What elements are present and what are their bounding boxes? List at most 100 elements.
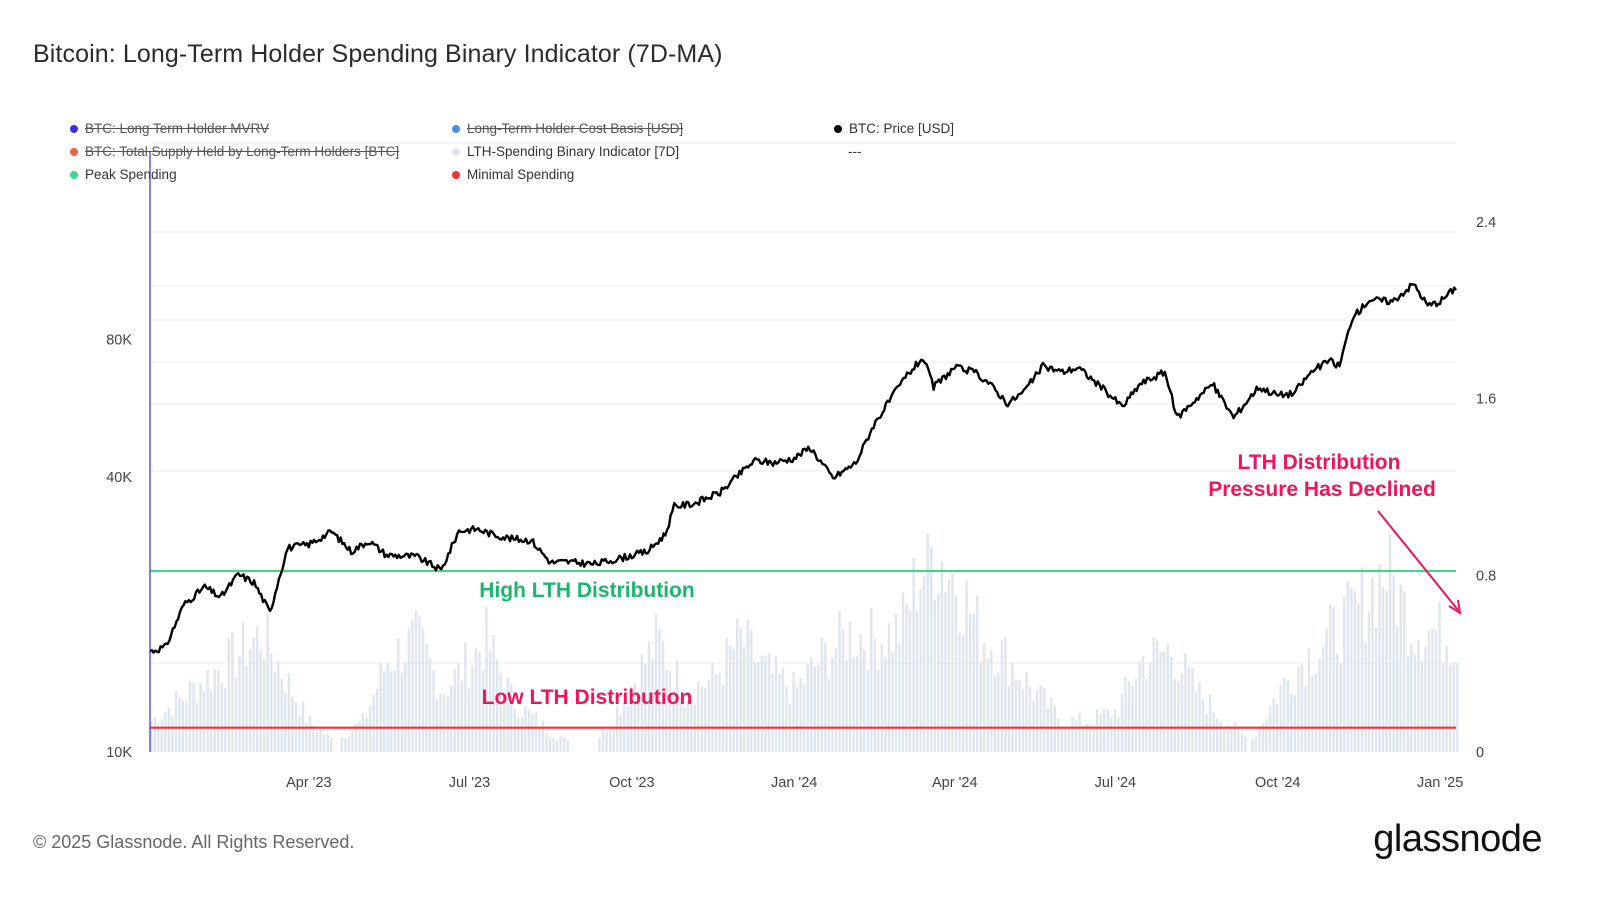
indicator-bar	[1074, 719, 1078, 752]
indicator-bar	[319, 729, 322, 752]
indicator-bar	[1085, 724, 1088, 752]
indicator-bar	[1420, 660, 1424, 752]
indicator-bar	[983, 643, 986, 752]
annotation-arrow	[1377, 510, 1459, 611]
indicator-bar	[810, 657, 813, 752]
indicator-bar	[1039, 685, 1042, 752]
indicator-bar	[1170, 656, 1173, 752]
indicator-bar	[859, 634, 862, 752]
indicator-bar	[1251, 738, 1254, 752]
indicator-bar	[460, 681, 464, 752]
indicator-bar	[262, 659, 266, 752]
indicator-bar	[806, 663, 809, 752]
legend: BTC: Long Term Holder MVRV Long-Term Hol…	[70, 121, 1030, 191]
legend-item-lth-cost-basis[interactable]: Long-Term Holder Cost Basis [USD]	[452, 121, 683, 136]
legend-item-btc-price[interactable]: BTC: Price [USD]	[834, 121, 954, 136]
indicator-bar	[841, 629, 845, 752]
indicator-bar	[781, 668, 785, 752]
indicator-bar	[735, 618, 739, 752]
indicator-bar	[414, 609, 418, 752]
indicator-bar	[1113, 709, 1117, 752]
indicator-bar	[224, 687, 227, 752]
indicator-bar	[1163, 650, 1166, 752]
legend-item-binary-indicator[interactable]: LTH-Spending Binary Indicator [7D]	[452, 144, 679, 159]
indicator-bar	[622, 700, 626, 752]
indicator-bar	[870, 607, 873, 752]
indicator-bar	[1226, 725, 1229, 752]
indicator-bar	[298, 716, 301, 752]
indicator-bar	[672, 690, 675, 752]
indicator-bar	[915, 611, 919, 752]
indicator-bar	[891, 651, 894, 752]
indicator-bar	[817, 665, 820, 752]
indicator-bar	[322, 734, 326, 752]
indicator-bar	[1290, 693, 1293, 752]
indicator-bar	[1374, 627, 1378, 752]
indicator-bar	[612, 725, 615, 752]
indicator-bar	[1283, 677, 1286, 752]
indicator-bar	[637, 696, 640, 752]
indicator-bar	[697, 681, 700, 752]
indicator-bar	[1427, 630, 1431, 752]
indicator-bar	[157, 724, 160, 752]
indicator-bar	[552, 738, 555, 752]
indicator-bar	[524, 706, 527, 752]
indicator-bar	[453, 669, 456, 752]
indicator-bar	[354, 723, 358, 752]
indicator-bar	[1201, 699, 1205, 752]
indicator-bar	[330, 737, 333, 752]
indicator-bar	[234, 677, 238, 752]
indicator-bar	[1357, 603, 1360, 752]
indicator-bar	[245, 666, 248, 752]
indicator-bar	[615, 705, 619, 752]
indicator-bar	[1434, 630, 1438, 752]
annotation-arrowhead	[1448, 599, 1462, 616]
legend-label: BTC: Long Term Holder MVRV	[85, 121, 270, 136]
indicator-bar	[450, 685, 453, 752]
legend-item-lth-mvrv[interactable]: BTC: Long Term Holder MVRV	[70, 121, 269, 136]
indicator-bar	[707, 680, 711, 752]
indicator-bar	[167, 707, 171, 752]
indicator-bar	[997, 672, 1000, 752]
indicator-bar	[390, 670, 393, 752]
indicator-bar	[877, 669, 880, 752]
indicator-bar	[1152, 637, 1155, 752]
indicator-bar	[178, 696, 181, 752]
indicator-bar	[259, 650, 262, 752]
indicator-bar	[799, 678, 802, 752]
indicator-bar	[937, 594, 940, 752]
indicator-bar	[1071, 717, 1074, 752]
indicator-bar	[474, 648, 478, 752]
indicator-bar	[742, 646, 746, 752]
indicator-bar	[241, 622, 245, 752]
indicator-bar	[174, 691, 178, 752]
indicator-bar	[1441, 662, 1445, 752]
indicator-bar	[1166, 644, 1169, 752]
indicator-bar	[488, 650, 492, 752]
indicator-bar	[421, 628, 425, 752]
indicator-bar	[1148, 663, 1152, 752]
indicator-bar	[301, 700, 305, 752]
indicator-bar	[1018, 680, 1021, 752]
indicator-bar	[1035, 689, 1039, 752]
indicator-bar	[425, 644, 428, 752]
x-axis-tick-label: Jul '23	[449, 775, 490, 791]
indicator-bar	[760, 655, 764, 752]
legend-item-lth-supply[interactable]: BTC: Total Supply Held by Long-Term Hold…	[70, 144, 399, 159]
indicator-bar	[824, 642, 827, 752]
legend-item-minimal-spending[interactable]: Minimal Spending	[452, 167, 574, 182]
indicator-bar	[1403, 591, 1406, 752]
chart-title: Bitcoin: Long-Term Holder Spending Binar…	[33, 40, 723, 68]
indicator-bar	[273, 672, 276, 752]
indicator-bar	[961, 635, 965, 752]
right-axis-tick-label: 0	[1476, 745, 1484, 761]
indicator-bar	[188, 681, 192, 752]
indicator-bar	[968, 613, 972, 752]
indicator-bar	[1050, 697, 1053, 752]
indicator-bar	[238, 655, 241, 752]
indicator-bar	[1265, 719, 1268, 752]
legend-item-peak-spending[interactable]: Peak Spending	[70, 167, 177, 182]
indicator-bar	[640, 654, 644, 752]
indicator-bar	[400, 672, 404, 752]
indicator-bar	[1120, 693, 1124, 752]
